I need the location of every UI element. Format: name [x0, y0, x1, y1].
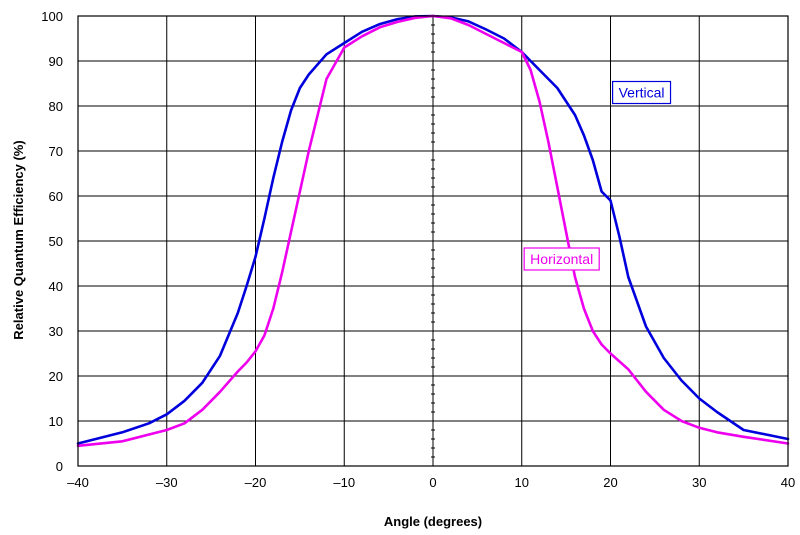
- y-tick-label: 0: [56, 459, 63, 474]
- y-tick-label: 70: [49, 144, 63, 159]
- y-axis-title: Relative Quantum Efficiency (%): [11, 140, 26, 339]
- series-annotations: Vertical Horizontal: [523, 80, 672, 271]
- y-tick-label: 60: [49, 189, 63, 204]
- annotation-vertical: Vertical: [612, 80, 672, 105]
- y-tick-label: 80: [49, 99, 63, 114]
- x-tick-label: 40: [781, 475, 795, 490]
- annotation-label: Horizontal: [530, 251, 593, 267]
- y-tick-label: 30: [49, 324, 63, 339]
- x-tick-label: –20: [245, 475, 267, 490]
- grid: [78, 16, 788, 466]
- annotation-box: [523, 247, 600, 271]
- y-tick-labels: 0 10 20 30 40 50 60 70 80 90 100: [41, 9, 63, 474]
- annotation-horizontal: Horizontal: [523, 247, 600, 271]
- y-tick-label: 10: [49, 414, 63, 429]
- y-tick-label: 50: [49, 234, 63, 249]
- y-tick-label: 40: [49, 279, 63, 294]
- annotation-label: Vertical: [619, 85, 665, 101]
- x-tick-label: –30: [156, 475, 178, 490]
- y-tick-label: 90: [49, 54, 63, 69]
- y-tick-label: 20: [49, 369, 63, 384]
- x-tick-label: 30: [692, 475, 706, 490]
- x-tick-label: –10: [333, 475, 355, 490]
- x-axis-title: Angle (degrees): [384, 514, 482, 529]
- x-tick-label: 0: [429, 475, 436, 490]
- plot-border: [77, 15, 789, 467]
- x-tick-label: 10: [515, 475, 529, 490]
- annotation-box: [612, 80, 672, 105]
- center-axis-minor-ticks: [431, 24, 435, 458]
- y-tick-label: 100: [41, 9, 63, 24]
- x-tick-label: –40: [67, 475, 89, 490]
- x-tick-label: 20: [603, 475, 617, 490]
- plot-frame: [77, 15, 789, 467]
- x-tick-labels: –40 –30 –20 –10 0 10 20 30 40: [67, 475, 795, 490]
- series-line-horizontal: [76, 14, 790, 448]
